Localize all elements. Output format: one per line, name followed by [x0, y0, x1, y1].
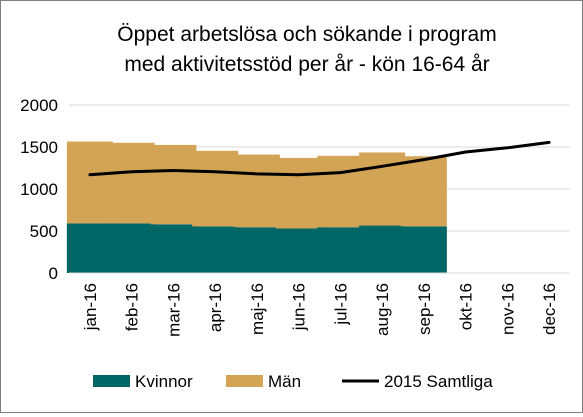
legend: Kvinnor Män 2015 Samtliga — [93, 372, 493, 391]
x-tick-label: nov-16 — [498, 283, 517, 335]
bar-kvinnor — [275, 228, 322, 273]
bar-m-n — [400, 156, 447, 227]
line-2015-samtliga — [88, 140, 551, 177]
y-tick-label: 500 — [30, 222, 58, 241]
legend-label: Män — [268, 372, 301, 391]
x-tick-label: okt-16 — [457, 283, 476, 330]
legend-swatch — [93, 375, 130, 387]
bar-kvinnor — [150, 224, 197, 273]
y-axis-ticks: 0 500 1000 1500 2000 — [20, 96, 58, 283]
bar-m-n — [66, 141, 113, 224]
chart-title-line-1: Öppet arbetslösa och sökande i program — [117, 23, 496, 46]
legend-label: Kvinnor — [135, 372, 193, 391]
bar-m-n — [317, 155, 364, 228]
x-tick-label: feb-16 — [123, 283, 142, 331]
bar-m-n — [192, 150, 239, 227]
x-tick-label: dec-16 — [540, 283, 559, 335]
x-tick-label: sep-16 — [415, 283, 434, 335]
bar-m-n — [275, 157, 322, 229]
x-tick-label: aug-16 — [373, 283, 392, 336]
bar-kvinnor — [192, 226, 239, 273]
x-tick-label: jun-16 — [290, 283, 309, 331]
x-tick-label: apr-16 — [206, 283, 225, 332]
legend-swatch — [226, 375, 263, 387]
x-axis-ticks: jan-16 feb-16 mar-16 apr-16 maj-16 jun-16 jul-… — [81, 283, 559, 337]
bars — [66, 141, 447, 273]
bar-kvinnor — [233, 227, 280, 273]
line-series — [88, 140, 551, 177]
bar-kvinnor — [400, 226, 447, 273]
y-tick-label: 1500 — [20, 138, 58, 157]
x-tick-label: jul-16 — [331, 283, 350, 326]
bar-m-n — [233, 154, 280, 228]
bar-kvinnor — [66, 223, 113, 273]
bar-kvinnor — [359, 225, 406, 273]
bar-kvinnor — [317, 227, 364, 273]
y-tick-label: 0 — [49, 264, 58, 283]
y-tick-label: 2000 — [20, 96, 58, 115]
legend-label: 2015 Samtliga — [384, 372, 493, 391]
bar-kvinnor — [108, 223, 155, 273]
x-tick-label: jan-16 — [81, 283, 100, 331]
y-tick-label: 1000 — [20, 180, 58, 199]
bar-m-n — [150, 144, 197, 225]
bar-m-n — [108, 142, 155, 224]
chart-title-line-2: med aktivitetsstöd per år - kön 16-64 år — [124, 53, 489, 76]
x-tick-label: maj-16 — [248, 283, 267, 335]
x-tick-label: mar-16 — [164, 283, 183, 337]
